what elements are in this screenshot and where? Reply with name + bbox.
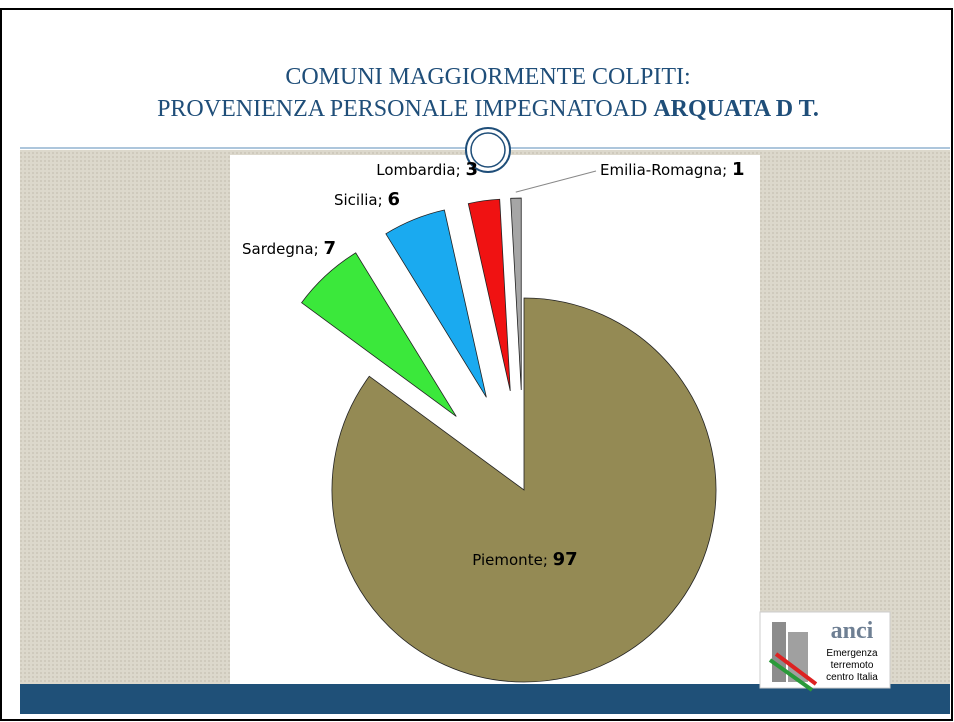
label-separator: ; (456, 161, 461, 179)
logo-flag (768, 658, 814, 692)
label-category: Sicilia (334, 191, 378, 209)
pie-slice (301, 252, 457, 417)
logo-flag (774, 652, 818, 686)
label-value: 7 (323, 238, 336, 259)
logo: anci Emergenza terremoto centro Italia (759, 611, 891, 692)
label-category: Piemonte (472, 551, 543, 569)
data-label: Sicilia; 6 (334, 189, 400, 210)
label-separator: ; (722, 161, 727, 179)
pie-slice (510, 197, 522, 391)
label-category: Lombardia (376, 161, 455, 179)
label-separator: ; (543, 551, 548, 569)
logo-text: centro Italia (826, 672, 878, 683)
slide-border (0, 8, 953, 721)
divider-ring (470, 132, 506, 168)
label-separator: ; (314, 240, 319, 258)
footer-bar (20, 684, 950, 714)
pie-slice (331, 297, 717, 683)
label-value: 6 (387, 189, 400, 210)
label-category: Sardegna (242, 240, 314, 258)
label-value: 3 (465, 159, 478, 180)
title-emphasis: ARQUATA D T. (653, 96, 819, 122)
title-text: PROVENIENZA PERSONALE IMPEGNATOAD (157, 96, 647, 122)
label-category: Emilia-Romagna (600, 161, 722, 179)
pie-slice (467, 198, 511, 392)
label-value: 97 (553, 549, 578, 570)
data-label: Emilia-Romagna; 1 (600, 159, 745, 180)
data-label: Piemonte; 97 (472, 549, 577, 570)
title-line: PROVENIENZA PERSONALE IMPEGNATOAD ARQUAT… (157, 96, 819, 122)
pie-slice (385, 209, 487, 398)
title-line: COMUNI MAGGIORMENTE COLPITI: (285, 64, 690, 90)
logo-name: anci (831, 618, 874, 644)
label-separator: ; (378, 191, 383, 209)
data-label: Sardegna; 7 (242, 238, 336, 259)
leader-line (515, 170, 597, 193)
pie: Piemonte; 97 Sardegna; 7 Sicilia; 6 Lombard… (242, 159, 745, 683)
label-value: 1 (732, 159, 745, 180)
logo-tower (772, 622, 786, 682)
logo-text: terremoto (831, 660, 874, 671)
data-label: Lombardia; 3 (376, 159, 478, 180)
logo-tower (788, 632, 808, 682)
logo-text: Emergenza (826, 648, 878, 659)
